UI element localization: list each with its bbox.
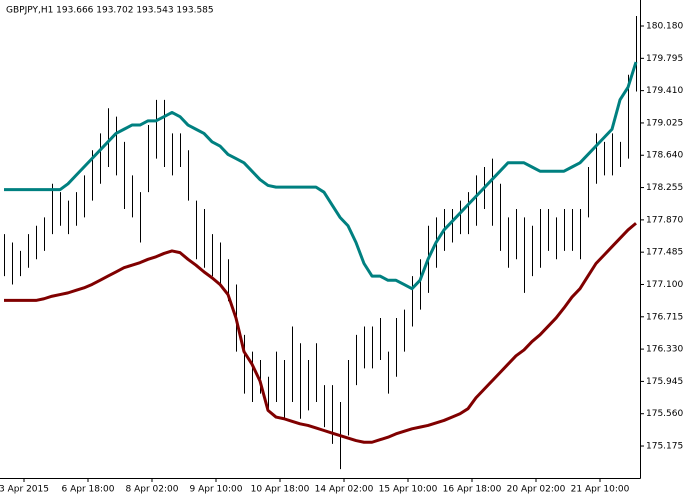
y-tick-label: 177.100	[646, 280, 683, 290]
y-tick-label: 179.025	[646, 118, 683, 128]
y-tick-label: 177.485	[646, 248, 683, 258]
y-tick-label: 177.870	[646, 215, 683, 225]
y-tick-label: 178.640	[646, 151, 683, 161]
y-tick-label: 175.175	[646, 442, 683, 452]
x-tick-label: 20 Apr 02:00	[507, 485, 566, 495]
x-tick-label: 15 Apr 10:00	[379, 485, 438, 495]
y-tick-label: 175.945	[646, 377, 683, 387]
x-tick-label: 16 Apr 18:00	[443, 485, 502, 495]
y-tick-label: 180.180	[646, 22, 683, 32]
y-tick-label: 178.255	[646, 183, 683, 193]
upper-band-line	[4, 61, 638, 291]
y-tick-label: 175.560	[646, 409, 683, 419]
chart-title: GBPJPY,H1 193.666 193.702 193.543 193.58…	[6, 6, 214, 16]
y-tick-label: 179.795	[646, 54, 683, 64]
x-tick-label: 6 Apr 18:00	[62, 485, 115, 495]
x-tick-label: 21 Apr 10:00	[571, 485, 630, 495]
x-tick-label: 10 Apr 18:00	[251, 485, 310, 495]
x-tick-label: 9 Apr 10:00	[190, 485, 243, 495]
x-tick-label: 3 Apr 2015	[0, 485, 49, 495]
y-tick-label: 176.330	[646, 345, 683, 355]
lower-band-line	[4, 222, 637, 444]
y-tick-label: 176.715	[646, 312, 683, 322]
x-tick-label: 8 Apr 02:00	[126, 485, 179, 495]
x-tick-label: 14 Apr 02:00	[315, 485, 374, 495]
y-tick-label: 179.410	[646, 86, 683, 96]
